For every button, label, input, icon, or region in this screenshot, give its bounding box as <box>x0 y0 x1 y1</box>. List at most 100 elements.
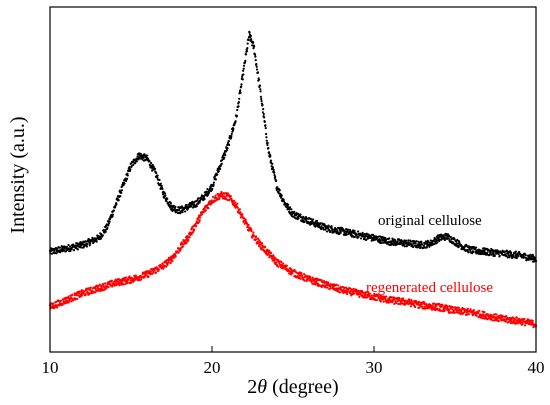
data-point <box>265 136 268 139</box>
data-point <box>190 233 193 236</box>
data-point <box>239 211 242 214</box>
data-point <box>198 216 202 219</box>
data-point <box>241 78 244 81</box>
data-point <box>267 249 271 252</box>
data-point <box>56 306 59 309</box>
data-point <box>236 108 239 112</box>
data-point <box>319 222 322 225</box>
data-point <box>523 324 527 327</box>
data-point <box>422 244 425 247</box>
data-point <box>330 225 333 228</box>
data-point <box>234 201 237 204</box>
data-point <box>275 179 278 183</box>
data-point <box>64 298 67 301</box>
data-point <box>457 246 460 249</box>
data-point <box>88 292 91 295</box>
data-point <box>174 205 177 208</box>
data-point <box>171 259 174 263</box>
data-point <box>166 197 169 200</box>
data-point <box>294 217 297 220</box>
data-point <box>280 260 283 264</box>
data-point <box>119 195 122 198</box>
data-point <box>443 238 447 242</box>
data-point <box>207 193 210 196</box>
data-point <box>414 241 417 245</box>
data-point <box>207 191 211 194</box>
data-point <box>181 211 184 214</box>
data-point <box>157 268 160 271</box>
series-label-original: original cellulose <box>378 213 482 229</box>
data-point <box>344 289 347 292</box>
data-point <box>218 196 221 199</box>
data-point <box>112 209 115 212</box>
data-point <box>509 251 513 254</box>
data-point <box>295 271 298 274</box>
data-point <box>249 34 252 37</box>
data-point <box>244 59 247 62</box>
data-point <box>238 208 241 211</box>
data-point <box>289 268 293 271</box>
data-point <box>153 269 156 272</box>
data-point <box>323 280 326 283</box>
data-point <box>242 67 245 70</box>
data-point <box>342 228 345 231</box>
data-point <box>438 308 441 311</box>
data-point <box>346 292 349 296</box>
data-point <box>273 174 276 177</box>
data-point <box>507 320 510 324</box>
data-point <box>220 162 223 165</box>
data-point <box>184 239 187 242</box>
data-point <box>241 75 244 79</box>
data-point <box>55 252 58 255</box>
data-point <box>309 217 312 220</box>
data-point <box>257 78 261 81</box>
data-point <box>514 250 518 253</box>
data-point <box>118 189 122 192</box>
data-point <box>390 296 393 299</box>
data-point <box>144 155 147 159</box>
data-point <box>273 171 276 174</box>
data-point <box>353 229 356 233</box>
data-point <box>64 250 67 253</box>
data-point <box>149 270 152 274</box>
data-point <box>267 251 270 254</box>
data-point <box>234 120 237 123</box>
data-point <box>203 198 206 201</box>
data-point <box>167 202 170 205</box>
data-point <box>357 235 360 239</box>
data-point <box>266 141 269 144</box>
data-point <box>164 194 167 197</box>
data-point <box>336 229 339 232</box>
data-point <box>115 203 118 206</box>
data-point <box>265 132 268 136</box>
data-point <box>267 146 270 150</box>
data-point <box>451 306 455 309</box>
data-point <box>466 307 470 310</box>
data-point <box>275 258 278 261</box>
data-point <box>302 272 306 276</box>
data-point <box>260 99 263 103</box>
data-point <box>101 234 104 237</box>
data-point <box>184 210 187 213</box>
data-point <box>160 267 163 270</box>
data-point <box>237 101 240 104</box>
data-point <box>499 316 502 319</box>
data-point <box>365 238 368 241</box>
data-point <box>246 42 249 45</box>
data-point <box>238 97 241 100</box>
data-point <box>121 280 124 283</box>
data-point <box>127 278 130 281</box>
data-point <box>467 251 470 254</box>
data-point <box>423 301 426 304</box>
data-point <box>381 241 385 244</box>
data-point <box>505 249 508 252</box>
data-point <box>303 279 306 282</box>
data-point <box>205 193 208 196</box>
data-point <box>482 247 485 250</box>
data-point <box>123 182 126 185</box>
data-point <box>402 243 405 246</box>
data-point <box>269 251 273 255</box>
data-point <box>409 240 412 243</box>
data-point <box>409 305 413 308</box>
data-point <box>226 147 229 150</box>
